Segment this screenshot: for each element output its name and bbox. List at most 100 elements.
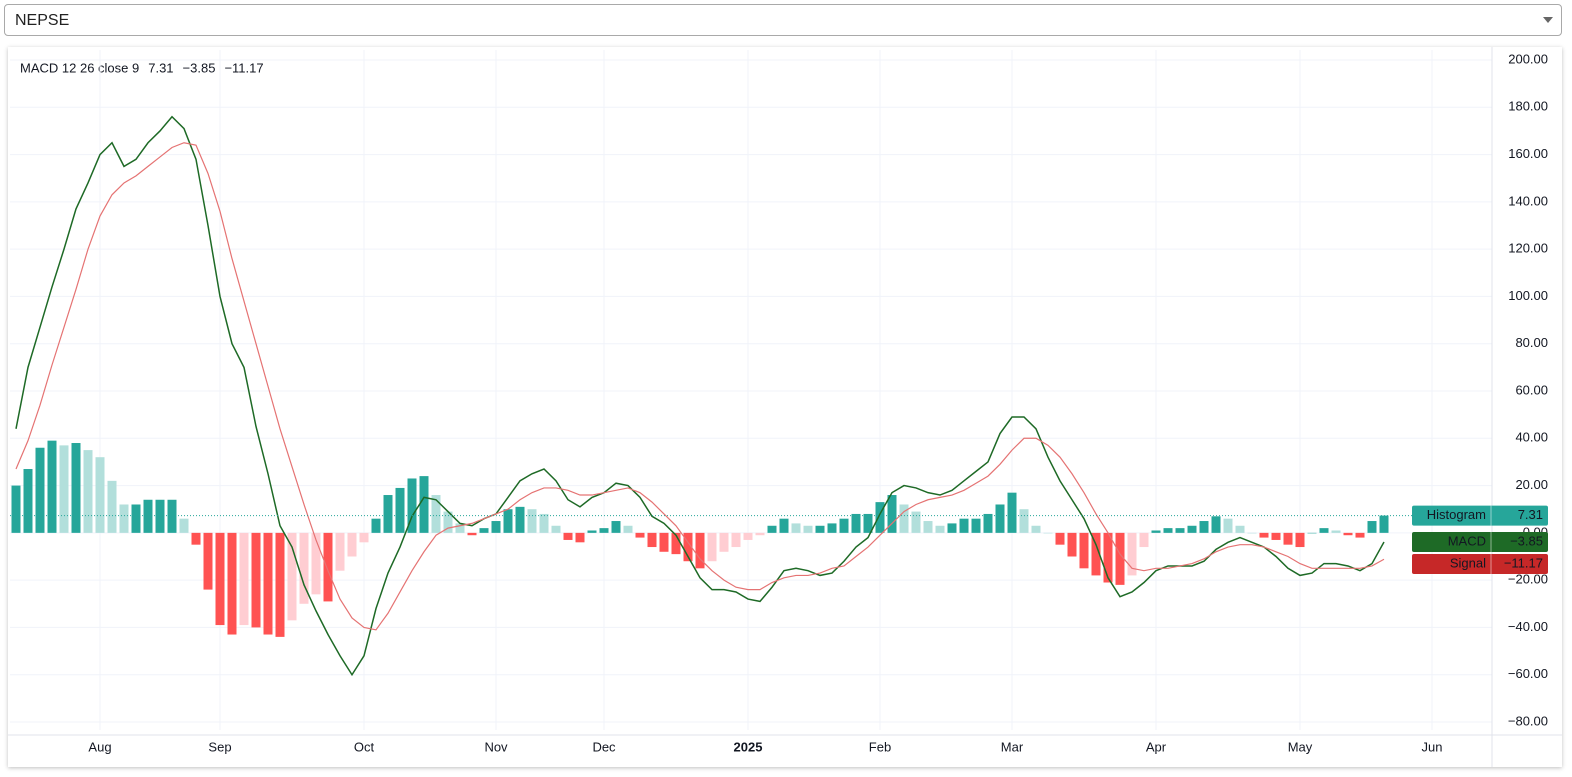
badge-value: −3.85 (1510, 533, 1543, 548)
histogram-bar (47, 440, 57, 533)
histogram-bar (467, 532, 477, 536)
histogram-bar (1211, 516, 1221, 533)
histogram-bar (1223, 518, 1233, 533)
legend-title: MACD 12 26 close 9 (20, 60, 139, 75)
histogram-bar (839, 518, 849, 533)
histogram-bar (551, 525, 561, 533)
x-tick-label: Feb (869, 739, 891, 754)
histogram-bar (1259, 532, 1269, 538)
histogram-bar (131, 504, 141, 533)
histogram-bar (851, 513, 861, 533)
histogram-bar (227, 532, 237, 635)
y-tick-label: −40.00 (1508, 619, 1548, 634)
histogram-bar (731, 532, 741, 548)
histogram-bar (323, 532, 333, 602)
legend-value: 7.31 (148, 60, 173, 75)
symbol-select[interactable]: NEPSE (4, 4, 1562, 36)
y-tick-label: 20.00 (1515, 477, 1548, 492)
badge-name: Histogram (1427, 507, 1486, 522)
histogram-bar (1295, 532, 1305, 548)
histogram-bar (683, 532, 693, 562)
histogram-bar (623, 525, 633, 533)
histogram-bar (767, 525, 777, 533)
histogram-bar (647, 532, 657, 548)
histogram-bar (491, 521, 501, 533)
histogram-bar (1319, 528, 1329, 533)
histogram-bar (1271, 532, 1281, 540)
histogram-bar (887, 495, 897, 533)
histogram-bar (959, 518, 969, 533)
histogram-bar (923, 521, 933, 533)
histogram-bar (419, 476, 429, 533)
histogram-bar (815, 525, 825, 533)
histogram-bar (1115, 532, 1125, 585)
x-tick-label: May (1288, 739, 1313, 754)
histogram-bar (71, 443, 81, 533)
histogram-bar (23, 469, 33, 533)
histogram-bar (587, 530, 597, 533)
x-tick-label: Nov (484, 739, 508, 754)
histogram-bar (983, 513, 993, 533)
badge-value: −11.17 (1504, 555, 1543, 570)
histogram-bar (575, 532, 585, 543)
histogram-bar (251, 532, 261, 628)
histogram-bar (635, 532, 645, 538)
histogram-bar (659, 532, 669, 552)
histogram-bar (1079, 532, 1089, 569)
histogram-bar (479, 528, 489, 533)
histogram-bar (95, 457, 105, 533)
histogram-bar (1043, 532, 1053, 534)
x-tick-label: Oct (354, 739, 375, 754)
histogram-bar (803, 525, 813, 533)
histogram-bar (275, 532, 285, 637)
histogram-bar (1235, 525, 1245, 533)
histogram-bar (1103, 532, 1113, 583)
histogram-bar (335, 532, 345, 571)
histogram-bar (971, 518, 981, 533)
histogram-bar (299, 532, 309, 604)
histogram-bar (863, 513, 873, 533)
y-tick-label: 60.00 (1515, 382, 1548, 397)
histogram-bar (791, 523, 801, 533)
histogram-bar (707, 532, 717, 562)
badge-name: MACD (1448, 533, 1486, 548)
histogram-bar (119, 504, 129, 533)
histogram-bar (347, 532, 357, 557)
histogram-bar (1187, 525, 1197, 533)
badge (1412, 505, 1548, 526)
histogram-bar (59, 445, 69, 533)
x-tick-label: 2025 (734, 739, 763, 754)
histogram-bar (671, 532, 681, 555)
histogram-bar (431, 495, 441, 533)
histogram-bar (395, 487, 405, 533)
histogram-bar (539, 513, 549, 533)
histogram-bar (695, 532, 705, 569)
histogram-bar (1367, 521, 1377, 533)
badge (1412, 553, 1548, 574)
y-tick-label: 160.00 (1508, 146, 1548, 161)
symbol-text: NEPSE (15, 12, 70, 29)
y-tick-label: 140.00 (1508, 193, 1548, 208)
y-tick-label: −80.00 (1508, 713, 1548, 728)
legend-value: −11.17 (224, 60, 263, 75)
histogram-bar (743, 532, 753, 540)
histogram-bar (263, 532, 273, 635)
histogram-bar (1307, 532, 1317, 534)
histogram-bar (527, 509, 537, 533)
histogram-bar (83, 450, 93, 533)
x-tick-label: Apr (1146, 739, 1167, 754)
histogram-bar (755, 532, 765, 536)
badge (1412, 531, 1548, 552)
histogram-bar (107, 480, 117, 533)
y-tick-label: 120.00 (1508, 241, 1548, 256)
histogram-bar (143, 499, 153, 533)
histogram-bar (1355, 532, 1365, 538)
histogram-bar (947, 523, 957, 533)
histogram-bar (1139, 532, 1149, 548)
histogram-bar (1127, 532, 1137, 576)
histogram-bar (563, 532, 573, 540)
histogram-bar (1007, 492, 1017, 533)
histogram-bar (875, 502, 885, 533)
y-tick-label: 100.00 (1508, 288, 1548, 303)
